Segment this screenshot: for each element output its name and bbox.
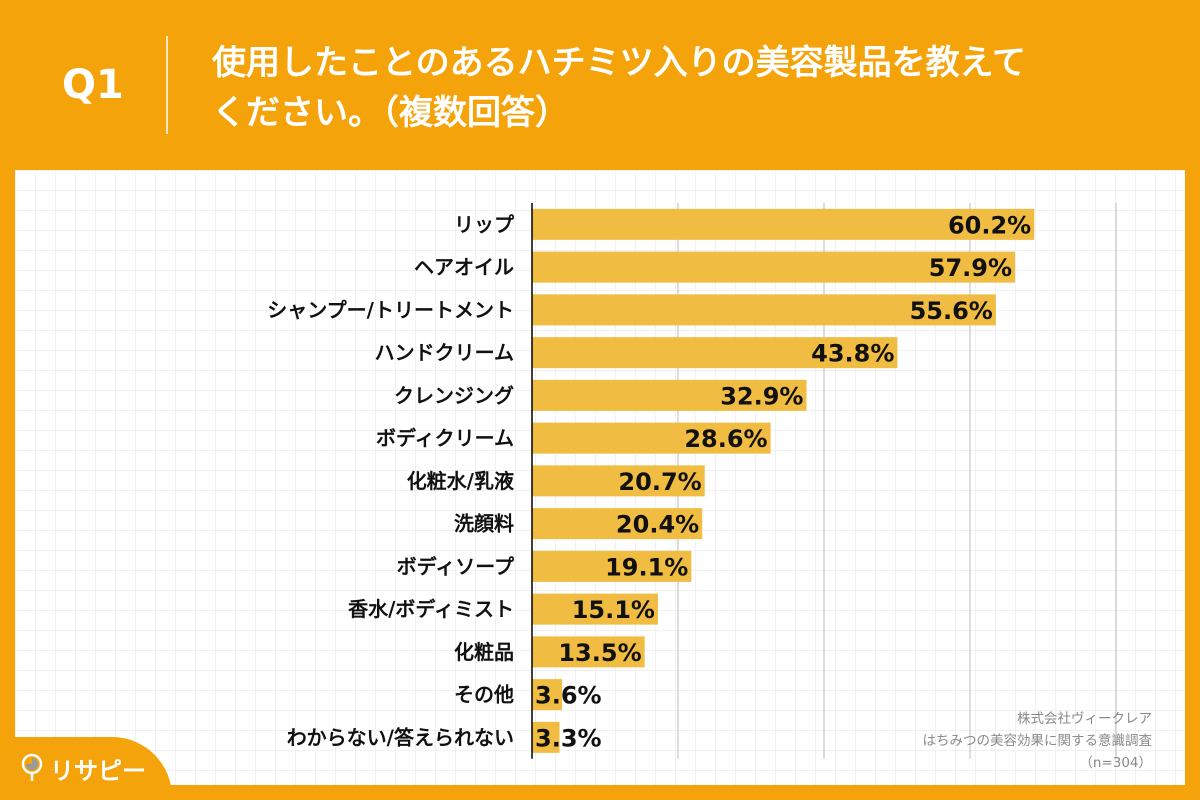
data-label: 3.6% — [535, 682, 602, 710]
survey-name: はちみつの美容効果に関する意識調査 — [922, 733, 1153, 749]
category-label: 化粧品 — [454, 640, 514, 664]
bar — [532, 679, 563, 711]
logo-text: リサピー — [50, 757, 146, 785]
sample-size: （n=304） — [1079, 755, 1152, 771]
page-title: 使用したことのあるハチミツ入りの美容製品を教えて ください。（複数回答） — [212, 38, 1112, 138]
question-number: Q1 — [62, 62, 124, 108]
bar — [532, 379, 807, 411]
category-label: 洗顔料 — [454, 512, 514, 536]
category-label: ボディクリーム — [376, 426, 514, 450]
bar — [532, 294, 996, 326]
logo: リサピー — [0, 737, 172, 800]
data-label: 57.9% — [929, 254, 1012, 282]
data-label: 20.4% — [616, 511, 699, 539]
category-label: わからない/答えられない — [287, 725, 514, 749]
bar — [532, 508, 703, 540]
category-label: その他 — [454, 683, 514, 707]
bar — [532, 208, 1035, 240]
category-label: シャンプー/トリートメント — [267, 298, 514, 322]
data-label: 19.1% — [605, 553, 688, 581]
bar — [532, 721, 560, 753]
category-label: ハンドクリーム — [375, 341, 514, 365]
source-note: 株式会社ヴィークレア はちみつの美容効果に関する意識調査 （n=304） — [923, 708, 1153, 774]
data-label: 55.6% — [910, 297, 993, 325]
category-label: 化粧水/乳液 — [407, 469, 515, 493]
title-line-2: ください。（複数回答） — [212, 93, 569, 133]
data-label: 15.1% — [572, 596, 655, 624]
category-label: クレンジング — [394, 383, 514, 407]
bar — [532, 593, 658, 625]
data-label: 3.3% — [535, 724, 602, 752]
bar — [532, 550, 692, 582]
category-label: ボディソープ — [397, 554, 515, 578]
category-label: ヘアオイル — [414, 255, 514, 279]
category-label: リップ — [454, 212, 515, 236]
data-label: 60.2% — [948, 211, 1031, 239]
company-name: 株式会社ヴィークレア — [1017, 711, 1152, 727]
data-label: 13.5% — [558, 639, 641, 667]
divider — [166, 36, 168, 134]
category-label: 香水/ボディミスト — [348, 597, 514, 621]
bar — [532, 337, 898, 369]
bar — [532, 636, 645, 668]
bar — [532, 465, 705, 497]
bar — [532, 422, 771, 454]
data-label: 43.8% — [811, 340, 894, 368]
title-line-1: 使用したことのあるハチミツ入りの美容製品を教えて — [212, 43, 1026, 83]
data-label: 20.7% — [618, 468, 701, 496]
data-label: 28.6% — [684, 425, 767, 453]
pin-pie-icon — [21, 753, 43, 781]
bar — [532, 251, 1016, 283]
data-label: 32.9% — [720, 382, 803, 410]
